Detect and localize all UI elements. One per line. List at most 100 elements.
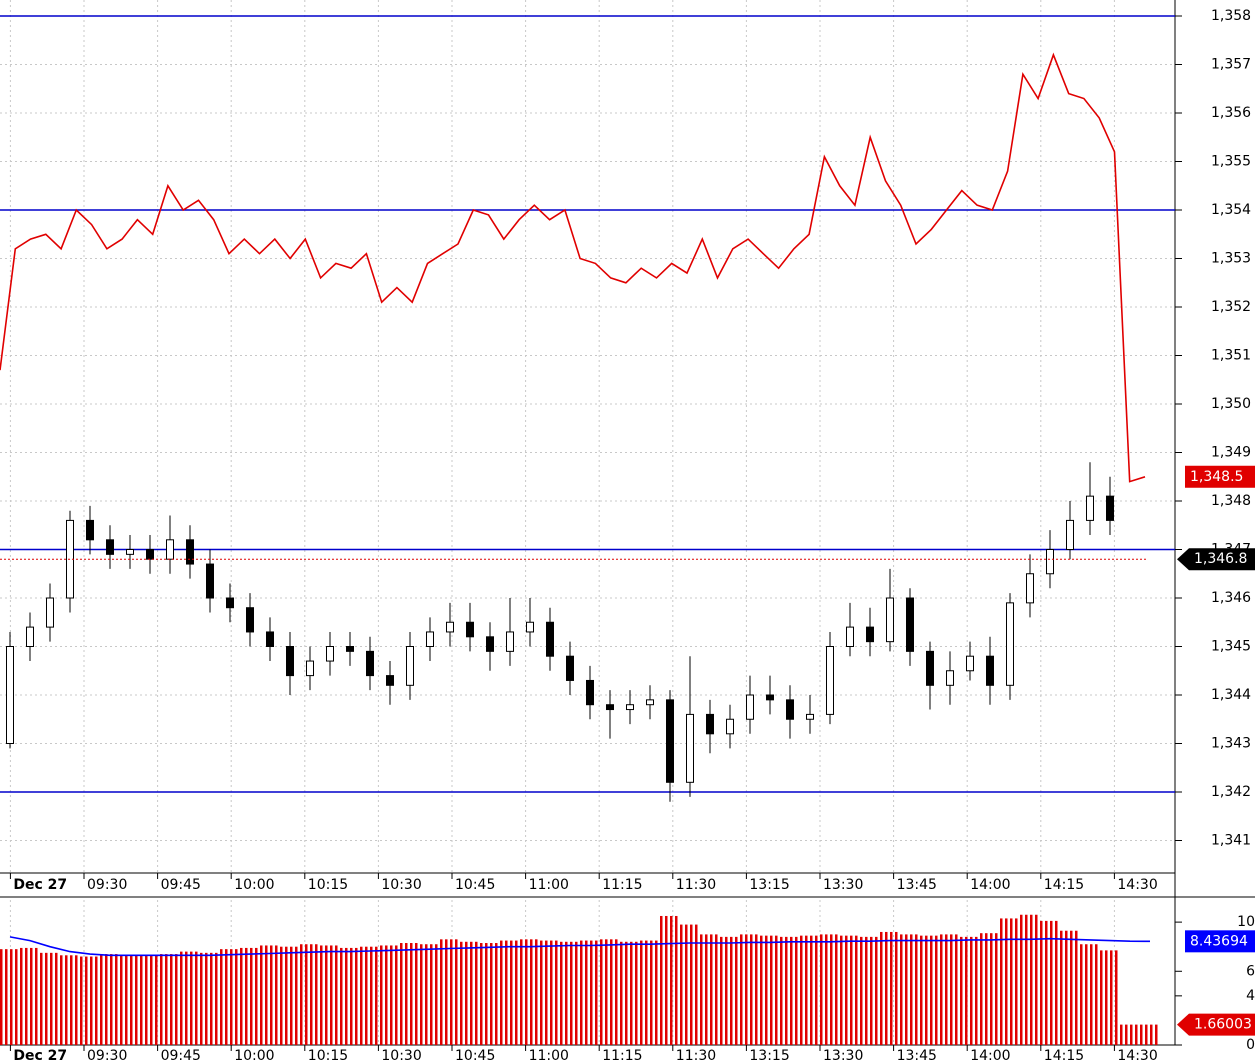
x-tick-label: 11:00 xyxy=(529,1048,569,1063)
volume-bar xyxy=(880,931,900,1045)
volume-bar xyxy=(1020,914,1040,1045)
price-tag xyxy=(1177,548,1255,571)
candle-body xyxy=(286,646,294,677)
x-tick-label: 14:15 xyxy=(1044,877,1084,893)
candle-body xyxy=(466,621,474,638)
y-tick-label: 1,349 xyxy=(1211,445,1251,461)
candle-body xyxy=(666,699,674,783)
volume-bar xyxy=(1040,920,1060,1045)
candle-body xyxy=(766,694,774,701)
x-tick-label: 10:00 xyxy=(234,877,274,893)
volume-average-line xyxy=(9,936,1151,957)
y-tick-label: 1,357 xyxy=(1211,57,1251,73)
y-tick-label: 1,344 xyxy=(1211,687,1251,703)
volume-bar xyxy=(440,939,460,1045)
volume-bar xyxy=(340,947,360,1045)
y-tick-label: 1,352 xyxy=(1211,299,1251,315)
volume-bar xyxy=(120,955,140,1045)
candle-body xyxy=(526,621,534,633)
volume-bar xyxy=(980,933,1000,1045)
x-tick-label: 11:15 xyxy=(602,1048,642,1063)
candle-body xyxy=(806,713,814,720)
candle-body xyxy=(386,675,394,686)
x-tick-label: 10:45 xyxy=(455,877,495,893)
price-tag-label: 1,346.8 xyxy=(1194,551,1247,567)
volume-bar xyxy=(580,940,600,1045)
y-tick-label: 1,353 xyxy=(1211,251,1251,267)
volume-bar xyxy=(480,943,500,1045)
volume-bar xyxy=(200,952,220,1045)
candle-body xyxy=(346,646,354,652)
volume-bar xyxy=(960,936,980,1045)
volume-bar xyxy=(0,949,20,1045)
volume-bar xyxy=(240,947,260,1045)
x-tick-label: 11:30 xyxy=(676,1048,716,1063)
volume-bar xyxy=(620,941,640,1045)
volume-bar xyxy=(300,944,320,1045)
candle-body xyxy=(726,718,734,735)
volume-bar xyxy=(420,944,440,1045)
average-tag xyxy=(1185,930,1255,953)
x-tick-label: 11:30 xyxy=(676,877,716,893)
volume-bar xyxy=(1100,950,1120,1045)
x-tick-label: Dec 27 xyxy=(13,1048,67,1063)
candle-body xyxy=(606,704,614,711)
candle-body xyxy=(626,704,634,711)
volume-tag-label: 1.66003 xyxy=(1194,1017,1252,1033)
x-tick-label: 10:00 xyxy=(234,1048,274,1063)
candle-body xyxy=(106,539,114,555)
volume-bar xyxy=(800,935,820,1045)
volume-bar xyxy=(520,939,540,1045)
volume-bar xyxy=(760,935,780,1045)
x-tick-label: 14:00 xyxy=(970,1048,1010,1063)
x-tick-label: 14:30 xyxy=(1117,1048,1157,1063)
x-tick-label: 14:00 xyxy=(970,877,1010,893)
volume-bar xyxy=(140,955,160,1045)
volume-bar xyxy=(820,934,840,1045)
volume-bar xyxy=(260,945,280,1045)
candle-body xyxy=(326,646,334,662)
x-tick-label: 11:15 xyxy=(602,877,642,893)
x-tick-label: 09:30 xyxy=(87,1048,127,1063)
volume-bar xyxy=(600,939,620,1045)
candle-body xyxy=(706,713,714,735)
candle-body xyxy=(986,655,994,686)
candle-body xyxy=(1106,495,1114,521)
candle-body xyxy=(926,650,934,686)
candle-body xyxy=(1066,519,1074,551)
volume-tag xyxy=(1177,1013,1255,1036)
volume-bar xyxy=(1000,918,1020,1045)
y-tick-label: 1,342 xyxy=(1211,784,1251,800)
volume-bar xyxy=(780,936,800,1045)
volume-bar xyxy=(160,954,180,1045)
volume-bar xyxy=(460,941,480,1045)
volume-bar xyxy=(180,951,200,1045)
candle-body xyxy=(86,519,94,541)
y-tick-label: 1,351 xyxy=(1211,348,1251,364)
candle-body xyxy=(1026,573,1034,604)
candle-body xyxy=(426,631,434,648)
candle-body xyxy=(6,646,14,745)
candle-body xyxy=(866,626,874,643)
candle-body xyxy=(206,563,214,599)
volume-bar xyxy=(860,936,880,1045)
volume-bar xyxy=(280,946,300,1045)
candle-body xyxy=(826,646,834,715)
price-tag-label: 1,348.5 xyxy=(1190,469,1243,485)
candle-body xyxy=(266,631,274,648)
volume-bar xyxy=(360,946,380,1045)
candle-body xyxy=(26,626,34,648)
candle-body xyxy=(746,694,754,720)
candle-body xyxy=(146,549,154,560)
y-tick-label: 1,345 xyxy=(1211,639,1251,655)
y-tick-label: 1,348 xyxy=(1211,493,1251,509)
x-tick-label: 10:15 xyxy=(308,877,348,893)
overlay-line xyxy=(0,52,1146,483)
volume-bar xyxy=(100,954,120,1045)
average-tag-label: 8.43694 xyxy=(1190,933,1248,949)
x-tick-label: 10:15 xyxy=(308,1048,348,1063)
candle-body xyxy=(586,679,594,706)
y-tick-label: 1,346 xyxy=(1211,590,1251,606)
candle-body xyxy=(366,650,374,677)
